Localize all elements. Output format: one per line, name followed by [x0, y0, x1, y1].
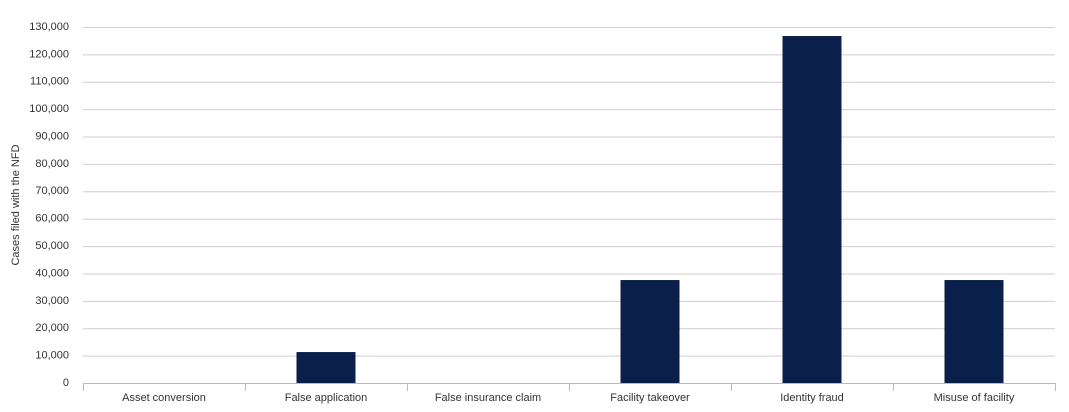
y-tick-label: 120,000 — [29, 48, 69, 60]
y-axis-label: Cases filed with the NFD — [10, 144, 22, 265]
y-tick-label: 90,000 — [35, 130, 69, 142]
y-tick-label: 60,000 — [35, 213, 69, 225]
bar — [782, 36, 842, 383]
y-tick-label: 80,000 — [35, 158, 69, 170]
x-tick-label: False insurance claim — [435, 392, 541, 404]
bar — [944, 280, 1004, 383]
x-tick-label: Misuse of facility — [934, 392, 1015, 404]
y-tick-label: 30,000 — [35, 295, 69, 307]
y-tick-label: 110,000 — [30, 76, 69, 88]
x-tick-label: Asset conversion — [122, 392, 206, 404]
bar — [620, 280, 680, 383]
y-tick-label: 10,000 — [35, 350, 69, 362]
y-tick-label: 100,000 — [29, 103, 69, 115]
bar — [296, 352, 356, 383]
y-tick-label: 40,000 — [35, 267, 69, 279]
y-tick-label: 0 — [63, 377, 69, 389]
y-tick-label: 70,000 — [35, 185, 69, 197]
x-tick-label: False application — [285, 392, 368, 404]
y-tick-label: 20,000 — [35, 322, 69, 334]
x-tick-label: Identity fraud — [780, 392, 844, 404]
y-tick-label: 50,000 — [35, 240, 69, 252]
y-tick-label: 130,000 — [29, 21, 69, 33]
x-tick-label: Facility takeover — [610, 392, 690, 404]
